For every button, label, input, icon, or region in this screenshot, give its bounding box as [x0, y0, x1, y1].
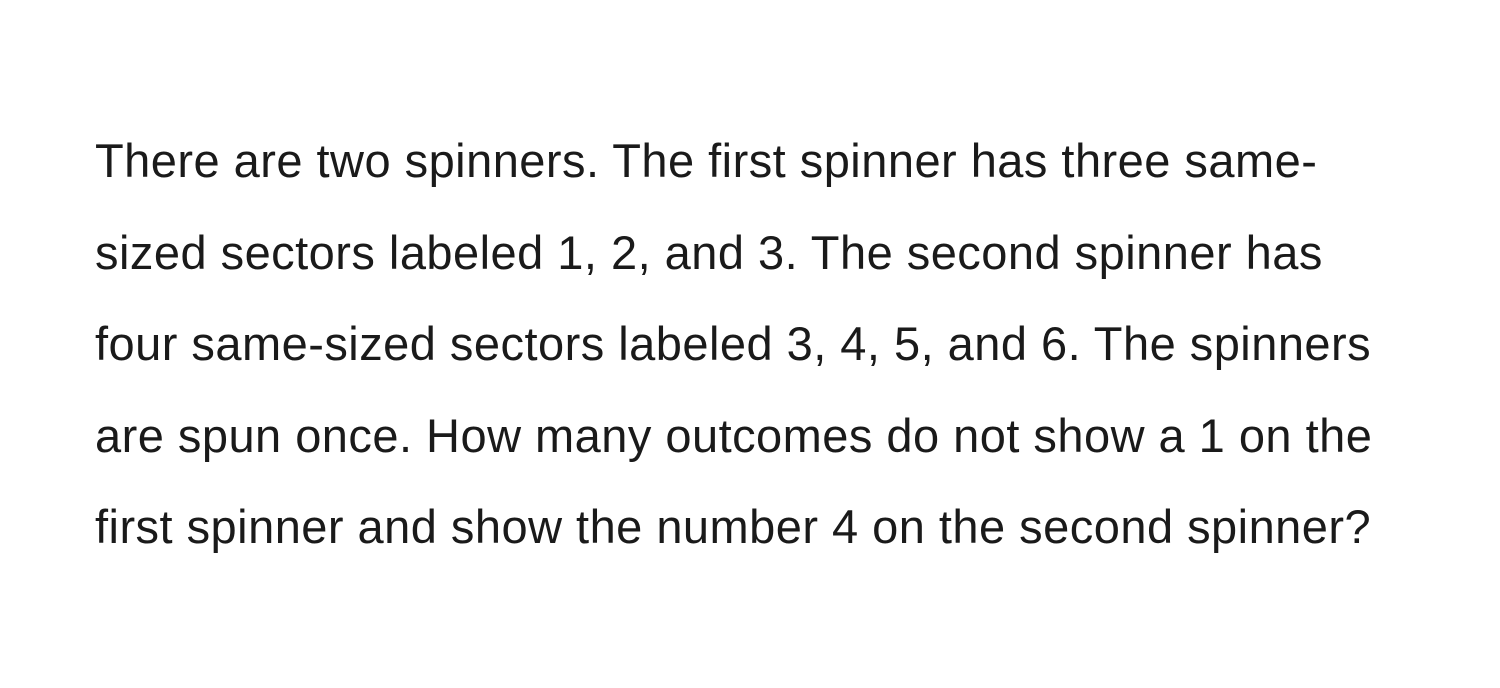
math-problem-text: There are two spinners. The first spinne… [95, 115, 1405, 573]
